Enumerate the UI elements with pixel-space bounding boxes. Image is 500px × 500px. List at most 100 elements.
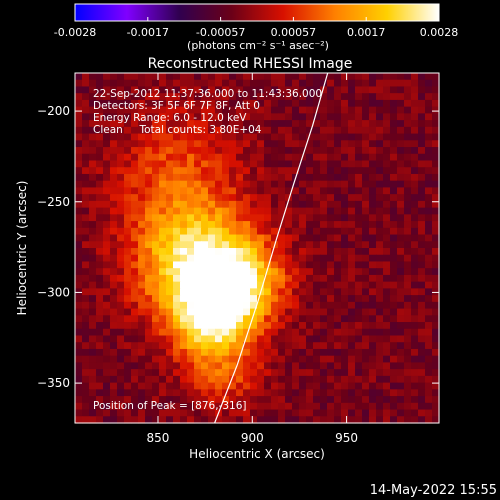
heatmap-cell — [75, 328, 83, 337]
heatmap-cell — [243, 369, 251, 377]
heatmap-cell — [264, 79, 272, 88]
heatmap-cell — [82, 221, 90, 229]
heatmap-cell — [89, 167, 97, 175]
heatmap-cell — [285, 73, 293, 81]
heatmap-cell — [313, 248, 321, 256]
heatmap-cell — [208, 113, 216, 121]
heatmap-cell — [348, 113, 356, 121]
heatmap-cell — [299, 402, 307, 411]
heatmap-cell — [82, 254, 90, 263]
heatmap-cell — [383, 416, 391, 424]
heatmap-cell — [292, 86, 300, 94]
heatmap-cell — [306, 348, 314, 357]
heatmap-cell — [250, 335, 258, 343]
heatmap-cell — [215, 402, 223, 411]
heatmap-cell — [390, 322, 398, 330]
heatmap-cell — [117, 261, 125, 269]
heatmap-cell — [278, 140, 286, 148]
heatmap-cell — [110, 396, 118, 404]
heatmap-cell — [292, 73, 300, 81]
heatmap-cell — [390, 308, 398, 316]
heatmap-cell — [306, 342, 314, 350]
heatmap-cell — [222, 126, 230, 135]
heatmap-cell — [411, 180, 419, 189]
heatmap-cell — [369, 335, 377, 343]
heatmap-cell — [75, 342, 83, 350]
heatmap-cell — [341, 207, 349, 215]
heatmap-cell — [257, 396, 265, 404]
heatmap-cell — [215, 416, 223, 424]
heatmap-cell — [201, 348, 209, 357]
heatmap-cell — [110, 281, 118, 289]
heatmap-cell — [341, 79, 349, 88]
heatmap-cell — [250, 328, 258, 337]
heatmap-cell — [236, 120, 244, 128]
heatmap-cell — [110, 402, 118, 411]
heatmap-cell — [96, 295, 104, 303]
heatmap-cell — [320, 106, 328, 114]
heatmap-cell — [187, 348, 195, 357]
heatmap-cell — [166, 234, 174, 242]
heatmap-cell — [208, 133, 216, 141]
heatmap-cell — [306, 254, 314, 263]
heatmap-cell — [152, 153, 160, 162]
heatmap-cell — [117, 126, 125, 135]
heatmap-cell — [390, 86, 398, 94]
heatmap-cell — [320, 140, 328, 148]
heatmap-cell — [201, 268, 209, 276]
heatmap-cell — [327, 402, 335, 411]
heatmap-cell — [264, 133, 272, 141]
heatmap-cell — [362, 288, 370, 296]
heatmap-cell — [208, 288, 216, 296]
heatmap-cell — [397, 79, 405, 88]
heatmap-cell — [138, 214, 146, 222]
heatmap-cell — [292, 281, 300, 289]
heatmap-cell — [425, 355, 433, 364]
heatmap-cell — [285, 248, 293, 256]
heatmap-cell — [82, 241, 90, 249]
heatmap-cell — [362, 328, 370, 337]
heatmap-cell — [96, 227, 104, 236]
heatmap-cell — [376, 375, 384, 384]
heatmap-cell — [145, 214, 153, 222]
heatmap-cell — [145, 362, 153, 370]
heatmap-cell — [334, 281, 342, 289]
heatmap-cell — [222, 147, 230, 155]
heatmap-cell — [152, 126, 160, 135]
heatmap-cell — [145, 93, 153, 101]
heatmap-cell — [110, 248, 118, 256]
heatmap-cell — [411, 322, 419, 330]
heatmap-cell — [432, 416, 440, 424]
heatmap-cell — [201, 187, 209, 195]
heatmap-cell — [397, 315, 405, 323]
heatmap-cell — [159, 173, 167, 182]
heatmap-cell — [369, 308, 377, 316]
heatmap-cell — [334, 173, 342, 182]
heatmap-cell — [250, 241, 258, 249]
heatmap-cell — [278, 281, 286, 289]
heatmap-cell — [138, 126, 146, 135]
heatmap-cell — [362, 355, 370, 364]
heatmap-cell — [208, 79, 216, 88]
heatmap-cell — [271, 375, 279, 384]
heatmap-cell — [124, 221, 132, 229]
heatmap-cell — [348, 86, 356, 94]
heatmap-cell — [173, 254, 181, 263]
heatmap-cell — [82, 180, 90, 189]
heatmap-cell — [306, 416, 314, 424]
heatmap-cell — [187, 227, 195, 236]
heatmap-cell — [334, 409, 342, 417]
heatmap-cell — [320, 375, 328, 384]
heatmap-cell — [369, 221, 377, 229]
heatmap-cell — [180, 160, 188, 168]
heatmap-cell — [278, 200, 286, 209]
heatmap-cell — [383, 295, 391, 303]
heatmap-cell — [320, 301, 328, 310]
heatmap-cell — [376, 106, 384, 114]
heatmap-cell — [166, 254, 174, 263]
heatmap-cell — [243, 133, 251, 141]
heatmap-cell — [138, 308, 146, 316]
heatmap-cell — [180, 214, 188, 222]
heatmap-cell — [292, 268, 300, 276]
heatmap-cell — [215, 295, 223, 303]
